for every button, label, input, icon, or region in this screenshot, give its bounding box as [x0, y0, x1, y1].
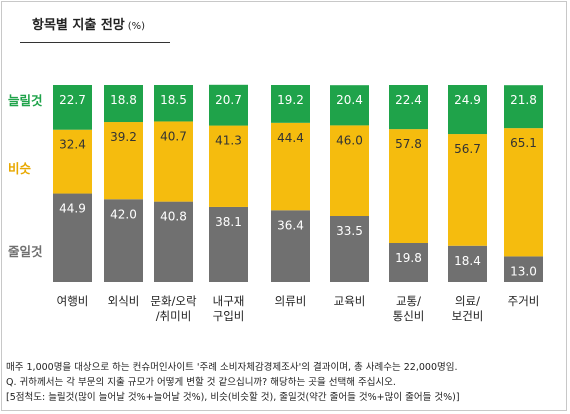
bar-segment	[104, 199, 143, 282]
category-label: 교육비	[334, 294, 366, 308]
data-label: 40.7	[160, 129, 187, 143]
data-label: 24.9	[454, 93, 481, 107]
footnote-line-1: 매주 1,000명을 대상으로 하는 컨슈머인사이트 '주례 소비자체감경제조사…	[6, 362, 458, 373]
bar-segment	[271, 85, 310, 123]
category-label: 보건비	[452, 309, 484, 323]
footnote-line-3: [5점척도: 늘릴것(많이 늘어날 것%+늘어날 것%), 비슷(비슷할 것),…	[6, 392, 460, 403]
bar-segment	[53, 193, 92, 282]
bar-segment	[154, 85, 193, 122]
chart-title: 항목별 지출 전망 (%)	[32, 18, 146, 33]
footnotes: 매주 1,000명을 대상으로 하는 컨슈머인사이트 '주례 소비자체감경제조사…	[6, 360, 562, 405]
data-label: 46.0	[336, 133, 363, 147]
legend-label: 비슷	[8, 161, 32, 176]
bar-segment	[53, 85, 92, 130]
stacked-bar-chart: 44.9 32.4 22.7 여행비 42.0 39.2 18.8 외식비 40.8 40.7 18…	[8, 84, 543, 323]
category-label: 의류비	[275, 294, 307, 308]
data-label: 18.4	[454, 254, 481, 268]
category-label: 의료/	[455, 294, 480, 308]
data-label: 41.3	[215, 134, 242, 148]
data-label: 21.8	[510, 93, 537, 107]
bar-segment	[104, 122, 143, 200]
data-label: 18.8	[110, 93, 137, 107]
data-label: 32.4	[59, 138, 86, 152]
data-label: 39.2	[110, 130, 137, 144]
bar-segment	[271, 210, 310, 282]
data-label: 20.7	[215, 93, 242, 107]
bar-segment	[448, 134, 487, 246]
footnote-line-2: Q. 귀하께서는 각 부문의 지출 규모가 어떻게 변할 것 같으십니까? 해당…	[6, 377, 396, 388]
bar-segment	[389, 85, 428, 130]
bar-segment	[448, 85, 487, 135]
bar-segment	[104, 85, 143, 123]
data-label: 19.2	[277, 93, 304, 107]
data-label: 22.4	[395, 93, 422, 107]
data-label: 33.5	[336, 224, 363, 238]
category-label: 교통/	[396, 294, 421, 308]
category-label: 통신비	[393, 309, 425, 323]
category-label: 구입비	[213, 309, 245, 323]
bar-segment	[154, 201, 193, 282]
category-label: 외식비	[108, 294, 140, 308]
data-label: 19.8	[395, 251, 422, 265]
data-label: 65.1	[510, 136, 537, 150]
data-label: 22.7	[59, 93, 86, 107]
category-label: 내구재	[213, 294, 245, 308]
bar-segment	[154, 121, 193, 202]
bar-segment	[209, 206, 248, 282]
bar-segment	[330, 85, 369, 126]
unit-label: (%)	[127, 21, 146, 32]
bar-segment	[389, 129, 428, 243]
category-label: 여행비	[57, 294, 89, 308]
bar-segment	[504, 128, 543, 257]
category-label: 주거비	[508, 294, 540, 308]
legend-label: 줄일것	[8, 244, 43, 259]
bar-segment	[330, 216, 369, 282]
data-label: 40.8	[160, 210, 187, 224]
bar-segment	[271, 122, 310, 211]
data-label: 57.8	[395, 137, 422, 151]
bar-segment	[504, 256, 543, 282]
bar-segment	[209, 84, 248, 126]
legend-label: 늘릴것	[8, 93, 43, 108]
title-underline	[20, 42, 170, 43]
bar-segment	[448, 245, 487, 282]
data-label: 44.9	[59, 202, 86, 216]
category-label: 문화/오락	[150, 294, 197, 308]
data-label: 44.4	[277, 131, 304, 145]
data-label: 56.7	[454, 142, 481, 156]
bar-segment	[209, 125, 248, 207]
data-label: 36.4	[277, 218, 304, 232]
data-label: 20.4	[336, 93, 363, 107]
bar-segment	[53, 129, 92, 194]
bar-segment	[504, 85, 543, 129]
data-label: 13.0	[510, 264, 537, 278]
bar-segment	[389, 242, 428, 282]
bar-segment	[330, 125, 369, 217]
category-label: /취미비	[156, 309, 192, 323]
data-label: 18.5	[160, 93, 187, 107]
data-label: 38.1	[215, 215, 242, 229]
data-label: 42.0	[110, 207, 137, 221]
